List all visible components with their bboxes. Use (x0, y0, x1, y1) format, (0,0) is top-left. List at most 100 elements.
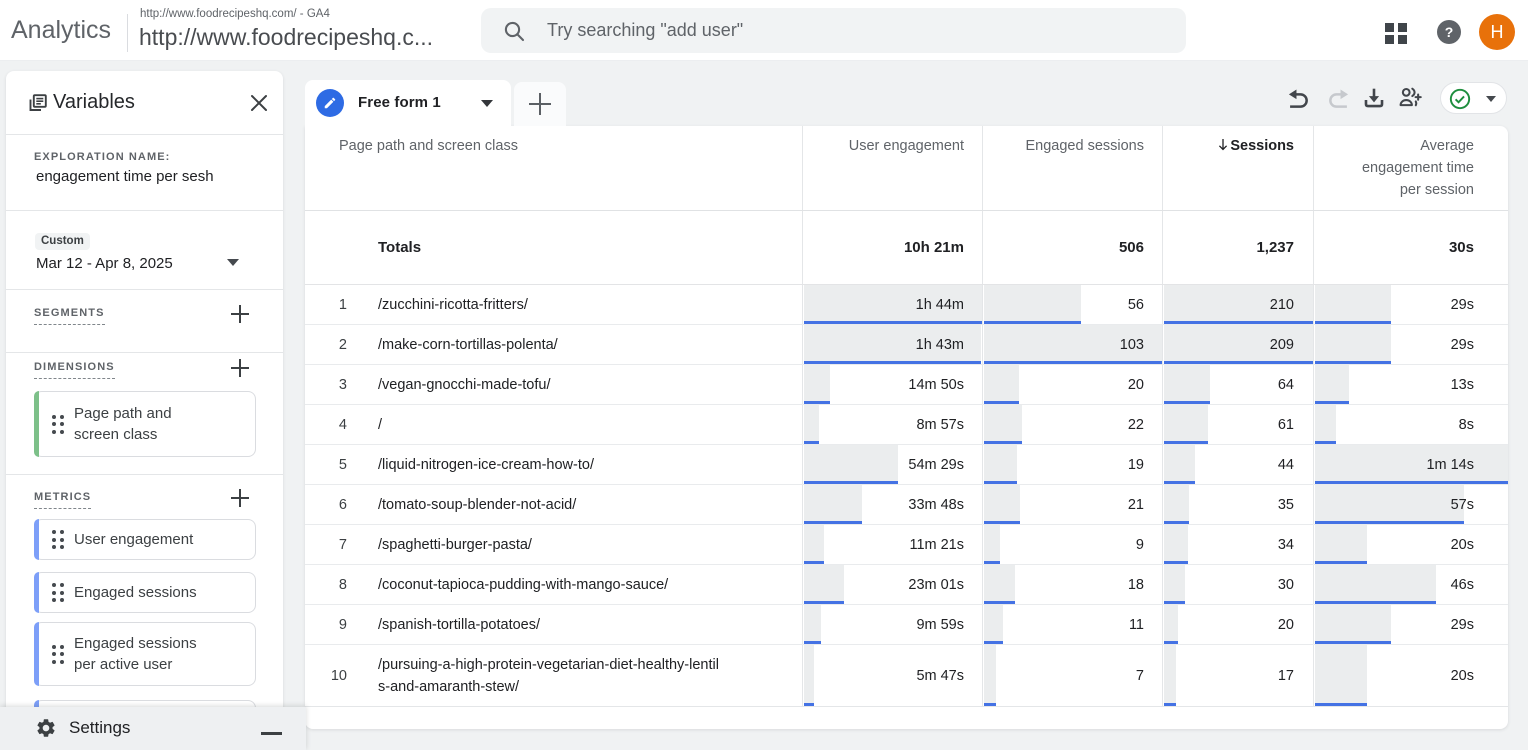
table-cell-sessions: 209 (1162, 325, 1314, 364)
table-row[interactable]: 4/8m 57s 22 61 8s (305, 405, 1508, 445)
heat-bar (1164, 325, 1314, 364)
table-cell-user_engagement: 9m 59s (802, 605, 982, 644)
add-metric-button[interactable] (231, 489, 249, 507)
breadcrumb: http://www.foodrecipeshq.com/ - GA4 (140, 8, 330, 20)
cell-value: 1h 44m (915, 296, 964, 313)
date-range-value[interactable]: Mar 12 - Apr 8, 2025 (36, 255, 173, 272)
cell-value: 29s (1450, 336, 1474, 353)
heat-bar (984, 365, 1019, 404)
table-row[interactable]: 10/pursuing-a-high-protein-vegetarian-di… (305, 645, 1508, 707)
property-selector[interactable]: http://www.foodrecipeshq.c... (139, 24, 434, 50)
table-cell-avg_engagement_time: 13s (1313, 365, 1508, 404)
drag-handle-icon[interactable] (52, 583, 64, 602)
table-row[interactable]: 1/zucchini-ricotta-fritters/1h 44m 56 210 2… (305, 285, 1508, 325)
analytics-logo[interactable]: Analytics (11, 16, 112, 44)
add-tab-icon (529, 93, 551, 115)
table-cell-sessions: 34 (1162, 525, 1313, 564)
metric-chip[interactable]: User engagement (34, 519, 256, 560)
cell-value: 1m 14s (1426, 456, 1474, 473)
check-circle-icon (1449, 88, 1471, 110)
table-cell-avg_engagement_time: 20s (1313, 525, 1508, 564)
row-page-path: /zucchini-ricotta-fritters/ (378, 296, 528, 313)
minimize-icon[interactable] (261, 732, 282, 735)
column-header-user-engagement[interactable]: User engagement (802, 126, 982, 210)
cell-value: 44 (1277, 456, 1294, 473)
cell-value: 30 (1277, 576, 1294, 593)
heat-bar (1315, 565, 1436, 604)
cell-value: 1h 43m (915, 336, 964, 353)
heat-bar (984, 325, 1163, 364)
heat-bar (1315, 405, 1336, 444)
table-cell-engaged_sessions: 19 (982, 445, 1162, 484)
row-page-path: /spaghetti-burger-pasta/ (378, 536, 532, 553)
column-header-page-path[interactable]: Page path and screen class (339, 138, 518, 154)
help-icon[interactable]: ? (1437, 20, 1461, 44)
table-cell-sessions: 61 (1162, 405, 1313, 444)
totals-engaged-sessions: 506 (1118, 239, 1144, 256)
table-cell-engaged_sessions: 11 (982, 605, 1162, 644)
table-cell-sessions: 44 (1162, 445, 1313, 484)
dimension-chip[interactable]: Page path and screen class (34, 391, 256, 457)
table-row[interactable]: 8/coconut-tapioca-pudding-with-mango-sau… (305, 565, 1508, 605)
table-cell-user_engagement: 8m 57s (802, 405, 982, 444)
avatar[interactable]: H (1479, 14, 1515, 50)
download-button[interactable] (1361, 85, 1387, 111)
column-header-engaged-sessions[interactable]: Engaged sessions (982, 126, 1162, 210)
cell-value: 29s (1450, 616, 1474, 633)
tab-free-form-1[interactable]: Free form 1 (305, 80, 511, 126)
redo-button[interactable] (1326, 85, 1352, 111)
totals-label: Totals (378, 239, 422, 256)
heat-bar (984, 285, 1082, 324)
table-cell-avg_engagement_time: 29s (1313, 325, 1508, 364)
add-dimension-button[interactable] (231, 359, 249, 377)
cell-value: 209 (1269, 336, 1294, 353)
drag-handle-icon[interactable] (52, 414, 64, 434)
heat-bar (804, 445, 898, 484)
drag-handle-icon[interactable] (52, 644, 64, 664)
table-row[interactable]: 9/spanish-tortilla-potatoes/9m 59s 11 20 29… (305, 605, 1508, 645)
row-page-path: /make-corn-tortillas-polenta/ (378, 336, 558, 353)
table-row[interactable]: 2/make-corn-tortillas-polenta/1h 43m 103 2… (305, 325, 1508, 365)
table-row[interactable]: 7/spaghetti-burger-pasta/11m 21s 9 34 20s (305, 525, 1508, 565)
table-cell-engaged_sessions: 18 (982, 565, 1162, 604)
settings-bar: Settings (0, 707, 306, 750)
column-header-sessions[interactable]: Sessions (1162, 126, 1313, 210)
drag-handle-icon[interactable] (52, 530, 64, 549)
close-icon[interactable] (246, 90, 272, 116)
heat-bar (1164, 365, 1210, 404)
heat-bar (984, 405, 1023, 444)
cell-value: 64 (1277, 376, 1294, 393)
metric-chip[interactable]: Engaged sessions (34, 572, 256, 613)
run-status-button[interactable] (1440, 82, 1507, 114)
heat-bar (804, 645, 814, 706)
settings-gear-icon[interactable] (35, 717, 57, 739)
table-row[interactable]: 6/tomato-soup-blender-not-acid/33m 48s 21… (305, 485, 1508, 525)
add-tab-button[interactable] (514, 82, 566, 126)
report-table: Page path and screen class User engageme… (305, 126, 1508, 729)
add-segment-button[interactable] (231, 305, 249, 323)
cell-value: 20s (1450, 667, 1474, 684)
share-button[interactable] (1398, 85, 1424, 111)
settings-label[interactable]: Settings (69, 718, 131, 737)
apps-grid-icon[interactable] (1385, 23, 1407, 44)
cell-value: 8m 57s (916, 416, 964, 433)
date-range-caret-icon[interactable] (227, 259, 239, 266)
heat-bar (804, 285, 983, 324)
table-row[interactable]: 5/liquid-nitrogen-ice-cream-how-to/54m 2… (305, 445, 1508, 485)
table-cell-avg_engagement_time: 20s (1313, 645, 1508, 706)
exploration-name-value[interactable]: engagement time per sesh (36, 168, 214, 185)
search-input[interactable]: Try searching "add user" (481, 8, 1186, 53)
column-header-avg-engagement[interactable]: Average engagement time per session (1313, 126, 1508, 210)
row-number: 6 (338, 496, 347, 513)
table-cell-page-path: 5/liquid-nitrogen-ice-cream-how-to/ (305, 445, 802, 484)
metric-chip[interactable]: Engaged sessions per active user (34, 622, 256, 686)
heat-bar (1315, 485, 1465, 524)
undo-button[interactable] (1285, 85, 1311, 111)
table-row[interactable]: 3/vegan-gnocchi-made-tofu/14m 50s 20 64 13s (305, 365, 1508, 405)
cell-value: 33m 48s (908, 496, 964, 513)
variables-panel: Variables EXPLORATION NAME: engagement t… (6, 71, 283, 750)
cell-value: 21 (1127, 496, 1144, 513)
heat-bar (804, 605, 822, 644)
tab-caret-icon[interactable] (481, 100, 493, 107)
heat-bar (804, 325, 982, 364)
